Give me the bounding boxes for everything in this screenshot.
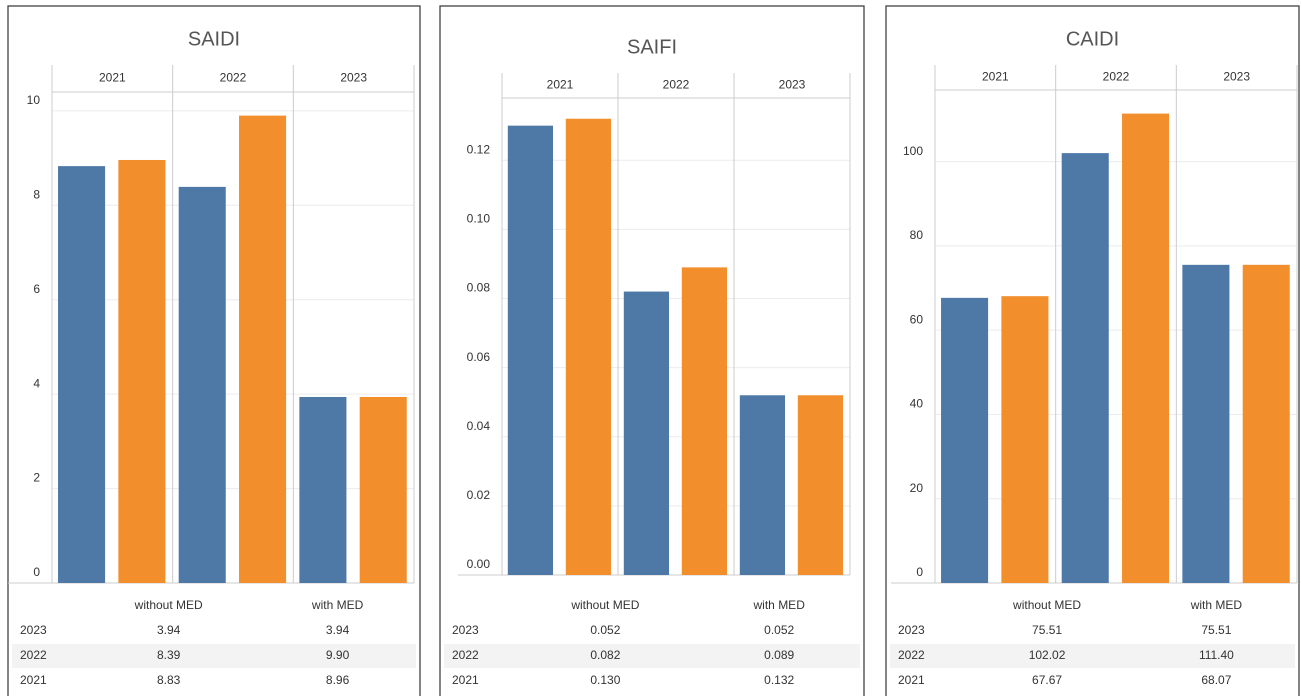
table-cell: 3.94 <box>326 623 350 637</box>
year-header: 2022 <box>663 78 690 92</box>
y-tick-label: 100 <box>903 144 923 158</box>
table-cell: 0.052 <box>764 623 794 637</box>
table-cell: 67.67 <box>1032 673 1062 687</box>
row-band <box>890 644 1295 668</box>
table-cell: 8.83 <box>157 673 181 687</box>
chart-title: SAIFI <box>627 36 677 58</box>
table-header: with MED <box>753 598 806 612</box>
row-label: 2021 <box>898 673 925 687</box>
chart-title: SAIDI <box>188 28 240 50</box>
row-label: 2021 <box>452 673 479 687</box>
table-header: without MED <box>570 598 639 612</box>
bar <box>681 267 728 575</box>
bar <box>565 118 612 575</box>
y-tick-label: 0.12 <box>467 142 491 156</box>
table-cell: 3.94 <box>157 623 181 637</box>
y-tick-label: 2 <box>33 471 40 485</box>
table-cell: 0.089 <box>764 648 794 662</box>
table-cell: 0.132 <box>764 673 794 687</box>
row-label: 2022 <box>452 648 479 662</box>
table-header: without MED <box>134 598 203 612</box>
y-tick-label: 8 <box>33 187 40 201</box>
row-band <box>12 644 416 668</box>
table-cell: 9.90 <box>326 648 350 662</box>
y-tick-label: 40 <box>910 397 924 411</box>
bar <box>797 395 844 575</box>
y-tick-label: 0 <box>33 565 40 579</box>
table-cell: 8.96 <box>326 673 350 687</box>
bar <box>623 291 670 575</box>
bar <box>507 125 554 576</box>
year-header: 2022 <box>220 71 247 85</box>
bar <box>239 115 287 583</box>
y-tick-label: 60 <box>910 312 924 326</box>
year-header: 2021 <box>99 71 126 85</box>
row-label: 2022 <box>20 648 47 662</box>
table-cell: 0.082 <box>590 648 620 662</box>
table-cell: 8.39 <box>157 648 181 662</box>
table-header: with MED <box>1190 598 1243 612</box>
y-tick-label: 4 <box>33 376 40 390</box>
year-header: 2021 <box>982 70 1009 84</box>
table-cell: 68.07 <box>1201 673 1231 687</box>
year-header: 2023 <box>340 71 367 85</box>
bar <box>1001 296 1049 583</box>
y-tick-label: 20 <box>910 481 924 495</box>
table-cell: 0.052 <box>590 623 620 637</box>
row-label: 2023 <box>452 623 479 637</box>
bar <box>739 395 786 575</box>
row-band <box>444 644 860 668</box>
year-header: 2022 <box>1103 70 1130 84</box>
table-cell: 111.40 <box>1199 648 1234 662</box>
bar <box>1122 113 1170 583</box>
table-cell: 0.130 <box>590 673 620 687</box>
bar <box>178 186 226 583</box>
year-header: 2023 <box>1223 70 1250 84</box>
table-cell: 102.02 <box>1029 648 1066 662</box>
row-label: 2023 <box>20 623 47 637</box>
row-label: 2022 <box>898 648 925 662</box>
bar <box>58 166 106 583</box>
y-tick-label: 0.06 <box>467 350 491 364</box>
y-tick-label: 0.04 <box>467 419 491 433</box>
bar <box>299 396 347 583</box>
table-cell: 75.51 <box>1032 623 1062 637</box>
y-tick-label: 80 <box>910 228 924 242</box>
bar <box>359 396 407 583</box>
table-cell: 75.51 <box>1201 623 1231 637</box>
y-tick-label: 0.08 <box>467 281 491 295</box>
bar <box>1182 264 1230 583</box>
y-tick-label: 0.00 <box>467 557 491 571</box>
table-header: with MED <box>311 598 364 612</box>
y-tick-label: 10 <box>27 93 41 107</box>
bar <box>1061 153 1109 583</box>
y-tick-label: 0.02 <box>467 488 491 502</box>
y-tick-label: 0 <box>916 565 923 579</box>
bar <box>118 159 166 583</box>
row-label: 2021 <box>20 673 47 687</box>
y-tick-label: 0.10 <box>467 212 491 226</box>
year-header: 2021 <box>547 78 574 92</box>
table-header: without MED <box>1012 598 1081 612</box>
y-tick-label: 6 <box>33 282 40 296</box>
row-label: 2023 <box>898 623 925 637</box>
chart-title: CAIDI <box>1066 28 1119 50</box>
bar <box>941 297 989 583</box>
year-header: 2023 <box>779 78 806 92</box>
bar <box>1242 264 1290 583</box>
